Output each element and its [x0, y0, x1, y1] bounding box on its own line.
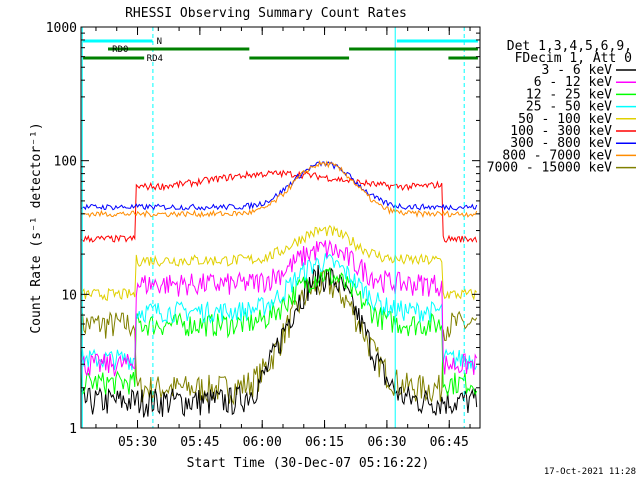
- series-line: [80, 267, 478, 397]
- series-line: [80, 224, 478, 302]
- chart-title: RHESSI Observing Summary Count Rates: [125, 6, 407, 21]
- x-tick-label: 06:45: [430, 435, 469, 450]
- axes-group: 1 10 100 1000 05:30 05:45 06:00 06:15 06:30 06:45: [46, 21, 481, 450]
- plot-frame: [80, 26, 481, 429]
- x-axis-label: Start Time (30-Dec-07 05:16:22): [187, 456, 430, 471]
- legend-label: 12 - 25 keV: [526, 87, 612, 102]
- flag-n-label: N: [157, 37, 162, 47]
- x-tick-label: 05:30: [118, 435, 157, 450]
- legend-label: 300 - 800 keV: [510, 136, 612, 151]
- x-tick-label: 05:45: [180, 435, 219, 450]
- footer-timestamp: 17-Oct-2021 11:28: [544, 467, 636, 477]
- plot-series-group: [80, 160, 478, 418]
- series-line: [80, 239, 478, 377]
- flag-rd4-label: RD4: [147, 54, 163, 64]
- series-line: [80, 270, 478, 406]
- y-axis-label: Count Rate (s⁻¹ detector⁻¹): [29, 122, 44, 333]
- x-tick-label: 06:00: [243, 435, 282, 450]
- x-tick-label: 06:30: [367, 435, 406, 450]
- y-tick-label: 1000: [46, 21, 77, 36]
- legend-header-line-2: FDecim 1, Att 0: [515, 51, 632, 66]
- flag-bars-group: N RD0 RD4: [81, 27, 478, 428]
- legend: Det 1,3,4,5,6,9, FDecim 1, Att 0 3 - 6 k…: [487, 39, 636, 176]
- legend-label: 7000 - 15000 keV: [487, 161, 612, 176]
- y-tick-label: 1: [69, 422, 77, 437]
- legend-label: 800 - 7000 keV: [502, 148, 612, 163]
- flag-rd0-label: RD0: [112, 45, 128, 55]
- series-line: [80, 253, 478, 371]
- series-line: [80, 264, 478, 418]
- legend-label: 25 - 50 keV: [526, 100, 612, 115]
- x-tick-label: 06:15: [305, 435, 344, 450]
- legend-header-line-1: Det 1,3,4,5,6,9,: [507, 39, 632, 54]
- legend-label: 50 - 100 keV: [518, 112, 612, 127]
- y-tick-label: 10: [61, 288, 77, 303]
- series-line: [80, 169, 478, 243]
- legend-label: 100 - 300 keV: [510, 124, 612, 139]
- legend-label: 6 - 12 keV: [534, 75, 612, 90]
- legend-label: 3 - 6 keV: [542, 63, 613, 78]
- series-line: [80, 160, 478, 219]
- y-tick-label: 100: [54, 155, 77, 170]
